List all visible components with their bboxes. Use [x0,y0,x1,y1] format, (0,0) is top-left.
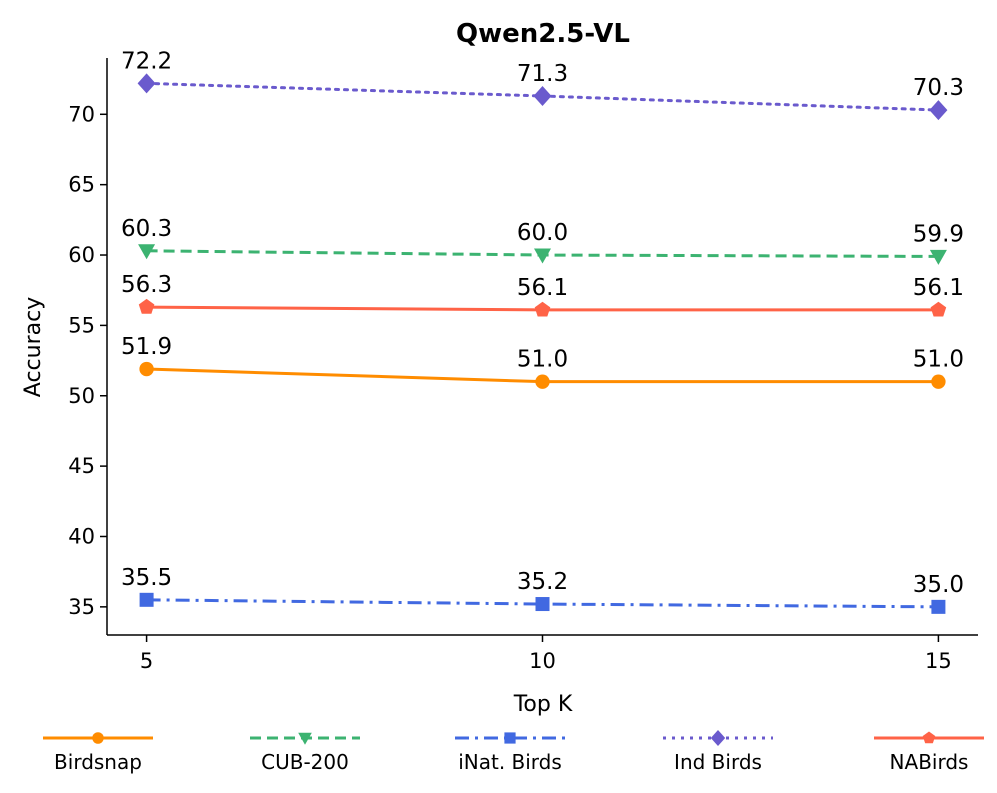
series-ind-birds: 72.2 71.3 70.3 [121,48,964,121]
y-tick-label: 50 [68,384,95,408]
data-point [534,301,551,317]
series-layer: 51.9 51.0 51.0 60.3 60.0 59.9 35.5 35.2 35.0 72.2… [121,48,964,614]
legend-marker [922,731,936,744]
data-point [535,597,550,612]
y-tick-label: 60 [68,243,95,267]
data-point [137,73,156,94]
data-point [931,374,946,389]
data-label: 72.2 [121,48,172,74]
data-label: 51.0 [517,347,568,373]
legend-label: NABirds [890,750,969,774]
x-tick-label: 10 [529,649,556,673]
data-label: 51.9 [121,334,172,360]
data-label: 35.0 [913,572,964,598]
legend-label: CUB-200 [261,750,349,774]
data-point [930,301,947,317]
data-point [533,85,552,106]
data-point [139,592,154,607]
data-point [139,361,154,377]
legend-marker [92,732,104,744]
data-point [534,248,551,264]
y-tick-label: 40 [68,524,95,548]
series-cub-200: 60.3 60.0 59.9 [121,216,964,265]
x-tick-label: 15 [925,649,952,673]
data-point [138,298,155,314]
legend-item: iNat. Birds [455,732,565,774]
data-point [929,100,948,121]
x-axis-label: Top K [513,692,573,717]
legend: Birdsnap CUB-200 iNat. Birds Ind Birds NABir… [43,730,984,774]
data-point [931,599,946,614]
y-tick-label: 45 [68,454,95,478]
series-inat-birds: 35.5 35.2 35.0 [121,565,964,614]
y-axis-label: Accuracy [21,297,46,397]
data-label: 56.1 [517,275,568,301]
data-label: 60.0 [517,220,568,246]
legend-marker [298,732,312,745]
data-label: 59.9 [913,221,964,247]
legend-label: iNat. Birds [458,750,562,774]
legend-marker [504,732,516,744]
legend-label: Birdsnap [54,750,142,774]
data-label: 56.1 [913,275,964,301]
data-label: 60.3 [121,216,172,242]
legend-item: Birdsnap [43,732,153,774]
x-tick-label: 5 [140,649,153,673]
chart-title: Qwen2.5-VL [456,19,630,49]
data-label: 56.3 [121,272,172,298]
data-label: 71.3 [517,61,568,87]
y-tick-label: 65 [68,173,95,197]
y-tick-label: 35 [68,595,95,619]
data-label: 35.2 [517,569,568,595]
legend-label: Ind Birds [674,750,762,774]
data-label: 70.3 [913,75,964,101]
legend-item: NABirds [874,731,984,774]
legend-item: CUB-200 [250,732,360,774]
data-point [929,249,947,265]
y-tick-label: 70 [68,102,95,126]
y-tick-label: 55 [68,313,95,337]
data-label: 35.5 [121,565,172,591]
legend-item: Ind Birds [663,730,773,774]
series-birdsnap: 51.9 51.0 51.0 [121,334,964,389]
data-label: 51.0 [913,347,964,373]
data-point [535,374,550,389]
series-nabirds: 56.3 56.1 56.1 [121,272,964,317]
legend-marker [710,730,726,746]
series-line [146,598,939,609]
data-point [138,244,156,260]
